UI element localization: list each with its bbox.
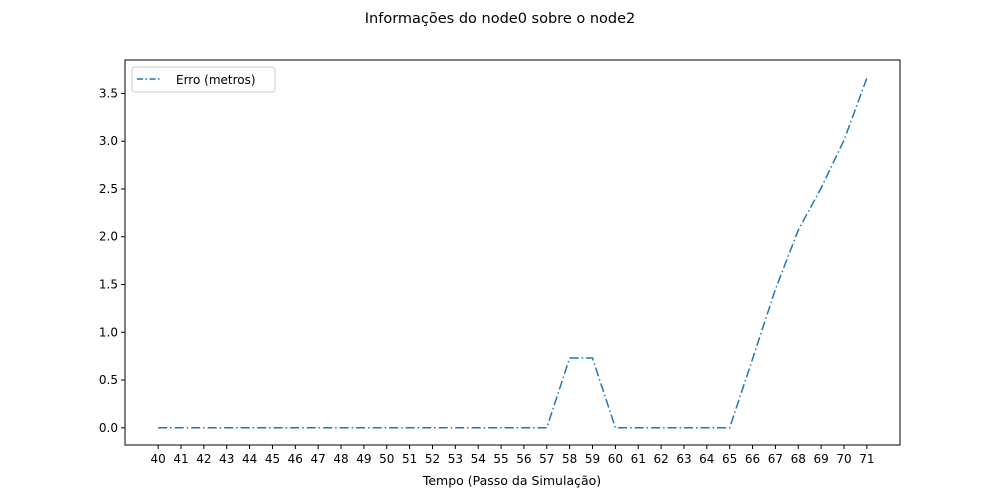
x-tick-label: 70 bbox=[836, 452, 851, 466]
y-tick-label: 3.5 bbox=[99, 86, 118, 100]
legend-box bbox=[131, 66, 276, 93]
x-tick-label: 54 bbox=[471, 452, 486, 466]
x-tick-label: 55 bbox=[493, 452, 508, 466]
y-tick-label: 1.0 bbox=[99, 325, 118, 339]
x-tick-label: 66 bbox=[745, 452, 760, 466]
x-tick-label: 48 bbox=[333, 452, 348, 466]
x-tick-label: 64 bbox=[699, 452, 714, 466]
x-tick-label: 42 bbox=[196, 452, 211, 466]
x-tick-label: 45 bbox=[265, 452, 280, 466]
y-tick-label: 3.0 bbox=[99, 134, 118, 148]
y-tick-label: 1.5 bbox=[99, 278, 118, 292]
x-tick-label: 46 bbox=[288, 452, 303, 466]
x-tick-label: 58 bbox=[562, 452, 577, 466]
x-tick-label: 59 bbox=[585, 452, 600, 466]
y-axis: 0.0 0.5 1.0 1.5 2.0 2.5 3.0 3.5 bbox=[99, 86, 125, 435]
x-tick-label: 40 bbox=[151, 452, 166, 466]
y-tick-label: 2.5 bbox=[99, 182, 118, 196]
series-line bbox=[158, 77, 868, 429]
series-layer bbox=[158, 77, 868, 429]
legend: Erro (metros) bbox=[131, 66, 276, 93]
x-tick-label: 57 bbox=[539, 452, 554, 466]
x-tick-label: 41 bbox=[173, 452, 188, 466]
y-tick-label: 0.5 bbox=[99, 373, 118, 387]
x-tick-label: 52 bbox=[425, 452, 440, 466]
x-tick-label: 50 bbox=[379, 452, 394, 466]
x-tick-label: 62 bbox=[653, 452, 668, 466]
x-tick-label: 51 bbox=[402, 452, 417, 466]
x-tick-label: 47 bbox=[311, 452, 326, 466]
legend-label: Erro (metros) bbox=[176, 73, 256, 87]
plot-area-frame bbox=[124, 59, 901, 446]
x-tick-label: 67 bbox=[768, 452, 783, 466]
x-tick-label: 49 bbox=[356, 452, 371, 466]
x-tick-label: 65 bbox=[722, 452, 737, 466]
x-tick-label: 68 bbox=[791, 452, 806, 466]
x-tick-label: 53 bbox=[448, 452, 463, 466]
x-tick-label: 56 bbox=[516, 452, 531, 466]
x-tick-label: 43 bbox=[219, 452, 234, 466]
chart-title: Informações do node0 sobre o node2 bbox=[365, 11, 636, 27]
x-tick-label: 44 bbox=[242, 452, 257, 466]
x-tick-label: 71 bbox=[859, 452, 874, 466]
x-tick-label: 61 bbox=[631, 452, 646, 466]
x-tick-label: 69 bbox=[813, 452, 828, 466]
y-tick-label: 0.0 bbox=[99, 421, 118, 435]
x-tick-label: 60 bbox=[608, 452, 623, 466]
x-axis-label: Tempo (Passo da Simulação) bbox=[422, 473, 601, 488]
x-axis: 40 41 42 43 44 45 46 47 48 49 50 51 52 53 54 55 56 57 58 59… bbox=[151, 445, 874, 466]
x-tick-label: 63 bbox=[676, 452, 691, 466]
y-tick-label: 2.0 bbox=[99, 230, 118, 244]
